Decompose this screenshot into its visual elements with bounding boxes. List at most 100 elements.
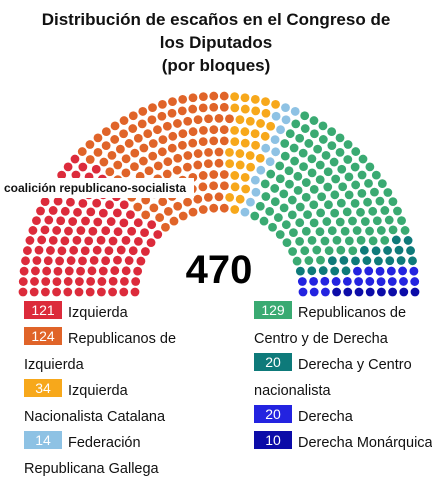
seat-dot	[261, 192, 271, 201]
seat-dot	[198, 182, 208, 192]
seat-dot	[219, 136, 229, 146]
legend-label: Derecha y Centro nacionalista	[254, 357, 412, 399]
title-line-1: Distribución de escaños en el Congreso d…	[41, 10, 391, 29]
seat-dot	[131, 277, 141, 286]
seat-dot	[74, 277, 84, 286]
seat-dot	[364, 266, 374, 276]
seat-dot	[335, 133, 345, 143]
seat-dot	[309, 276, 318, 286]
seat-dot	[348, 246, 358, 256]
seat-dot	[335, 147, 345, 157]
seat-dot	[97, 277, 107, 286]
seat-dot	[307, 154, 317, 164]
seat-dot	[87, 266, 97, 276]
seat-dot	[209, 91, 219, 101]
seat-dot	[339, 255, 349, 265]
seat-dot	[327, 141, 337, 151]
seat-dot	[46, 246, 55, 255]
seat-dot	[365, 226, 374, 236]
seat-dot	[261, 143, 271, 153]
seat-dot	[372, 216, 382, 226]
seat-dot	[168, 97, 177, 106]
seat-dot	[188, 104, 198, 114]
seat-dot	[397, 216, 406, 226]
seat-dot	[86, 207, 96, 217]
seat-dot	[230, 103, 240, 113]
seat-dot	[256, 165, 266, 175]
seat-dot	[68, 217, 78, 226]
coalition-annotation: coalición republicano-socialista	[0, 178, 195, 198]
seat-dot	[342, 207, 352, 217]
seat-dot	[110, 121, 120, 131]
seat-dot	[69, 245, 79, 255]
seat-dot	[327, 256, 337, 266]
seat-dot	[183, 116, 193, 126]
seat-dot	[64, 266, 74, 276]
seat-dot	[110, 135, 120, 144]
seat-dot	[141, 210, 151, 220]
seat-dot	[387, 277, 397, 286]
seat-dot	[108, 287, 117, 297]
seat-dot	[163, 157, 173, 167]
legend-label: Derecha	[298, 409, 353, 425]
seat-dot	[158, 99, 167, 109]
seat-dot	[84, 236, 94, 246]
seat-dot	[342, 276, 352, 286]
seat-dot	[78, 162, 88, 172]
seat-dot	[343, 155, 353, 164]
seat-dot	[93, 147, 103, 157]
seat-dot	[120, 276, 129, 286]
seat-dot	[290, 107, 300, 116]
seat-dot	[48, 235, 58, 245]
seat-dot	[214, 147, 224, 157]
seat-dot	[133, 236, 143, 246]
seat-dot	[146, 238, 156, 248]
seat-dot	[380, 235, 390, 245]
seat-dot	[107, 150, 117, 160]
seat-dot	[250, 94, 260, 104]
seat-dot	[198, 205, 208, 214]
seat-dot	[23, 246, 32, 255]
seat-dot	[40, 225, 50, 235]
seat-dot	[301, 178, 311, 187]
seat-dot	[391, 235, 401, 245]
legend-label: Federación Republicana Gallega	[24, 435, 159, 477]
seat-dot	[295, 202, 305, 212]
seat-dot	[321, 287, 330, 297]
seat-dot	[399, 287, 409, 297]
seat-dot	[275, 230, 285, 239]
seat-dot	[295, 218, 305, 228]
seat-dot	[375, 266, 385, 276]
seat-dot	[350, 199, 360, 208]
seat-dot	[188, 207, 198, 217]
seat-dot	[193, 160, 203, 170]
seat-dot	[284, 166, 294, 176]
seat-dot	[323, 167, 333, 177]
seat-dot	[133, 133, 143, 143]
seat-dot	[315, 175, 325, 185]
seat-dot	[121, 154, 131, 164]
seat-dot	[158, 135, 168, 144]
seat-dots	[18, 91, 420, 297]
seat-dot	[330, 266, 340, 276]
seat-dot	[86, 276, 96, 286]
seat-dot	[330, 190, 340, 200]
seat-dot	[246, 197, 255, 207]
seat-dot	[399, 277, 408, 286]
seat-dot	[383, 246, 392, 255]
seat-dot	[292, 256, 302, 266]
seat-dot	[408, 256, 417, 266]
seat-dot	[396, 256, 406, 265]
seat-dot	[245, 151, 255, 160]
seat-dot	[250, 175, 260, 185]
seat-dot	[219, 170, 229, 179]
seat-dot	[29, 287, 39, 297]
seat-dot	[364, 178, 373, 188]
seat-dot	[270, 135, 280, 144]
seat-dot	[209, 102, 219, 112]
seat-dot	[19, 266, 29, 276]
seat-dot	[219, 203, 229, 213]
seat-dot	[98, 266, 108, 276]
seat-dot	[344, 190, 354, 200]
seat-dot	[133, 218, 143, 228]
